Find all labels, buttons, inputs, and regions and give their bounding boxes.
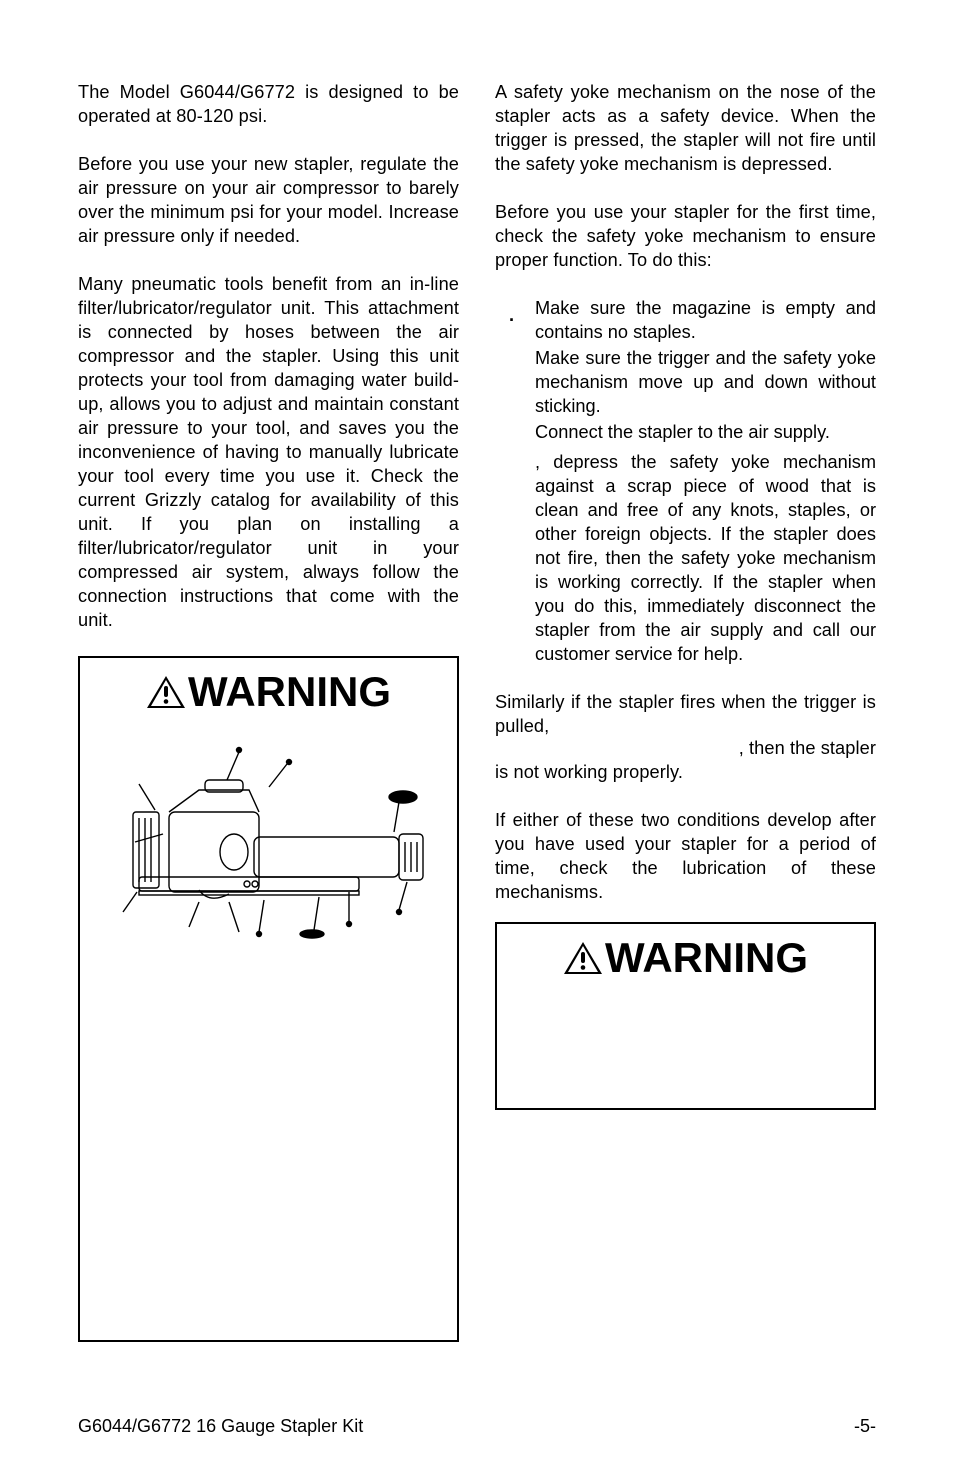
warning-triangle-icon — [563, 941, 603, 975]
right-para-3b-line2: is not working properly. — [495, 760, 876, 784]
steps-list: . Make sure the magazine is empty and co… — [495, 296, 876, 666]
step-2: Make sure the trigger and the safety yok… — [535, 346, 876, 418]
warning-header-right: WARNING — [507, 934, 864, 982]
step-3-text: Connect the stapler to the air supply. — [535, 422, 830, 442]
right-column: A safety yoke mechanism on the nose of t… — [495, 80, 876, 1342]
step-1-text: Make sure the magazine is empty and cont… — [535, 298, 876, 342]
two-column-layout: The Model G6044/G6772 is designed to be … — [78, 80, 876, 1342]
left-para-2: Before you use your new stapler, regulat… — [78, 152, 459, 248]
left-para-1: The Model G6044/G6772 is designed to be … — [78, 80, 459, 128]
step-1: . Make sure the magazine is empty and co… — [535, 296, 876, 344]
warning-triangle-icon — [146, 675, 186, 709]
step-4-text: , depress the safety yoke mechanism agai… — [535, 452, 876, 664]
left-para-3: Many pneumatic tools benefit from an in-… — [78, 272, 459, 632]
warning-box-right: WARNING — [495, 922, 876, 1110]
page-footer: G6044/G6772 16 Gauge Stapler Kit -5- — [78, 1416, 876, 1437]
footer-left: G6044/G6772 16 Gauge Stapler Kit — [78, 1416, 363, 1437]
right-para-4: If either of these two conditions develo… — [495, 808, 876, 904]
step-3: Connect the stapler to the air supply. — [535, 420, 876, 444]
footer-right: -5- — [854, 1416, 876, 1437]
left-column: The Model G6044/G6772 is designed to be … — [78, 80, 459, 1342]
stapler-diagram-icon — [99, 722, 439, 952]
warning-box-left: WARNING — [78, 656, 459, 1342]
right-para-2: Before you use your stapler for the firs… — [495, 200, 876, 272]
warning-label-right: WARNING — [605, 934, 808, 982]
step-4: , depress the safety yoke mechanism agai… — [535, 450, 876, 666]
warning-label: WARNING — [188, 668, 391, 716]
right-para-3b-line1: xxxxxxxxxxxxxxxxxxxxxxxx, then the stapl… — [495, 736, 876, 760]
warning-body-spacer — [90, 956, 447, 1326]
step-2-text: Make sure the trigger and the safety yok… — [535, 348, 876, 416]
right-para-3a: Similarly if the stapler fires when the … — [495, 690, 876, 738]
warning-header: WARNING — [90, 668, 447, 716]
warning-body-spacer-right — [507, 988, 864, 1094]
right-para-1: A safety yoke mechanism on the nose of t… — [495, 80, 876, 176]
bullet-dot-icon: . — [509, 303, 514, 327]
